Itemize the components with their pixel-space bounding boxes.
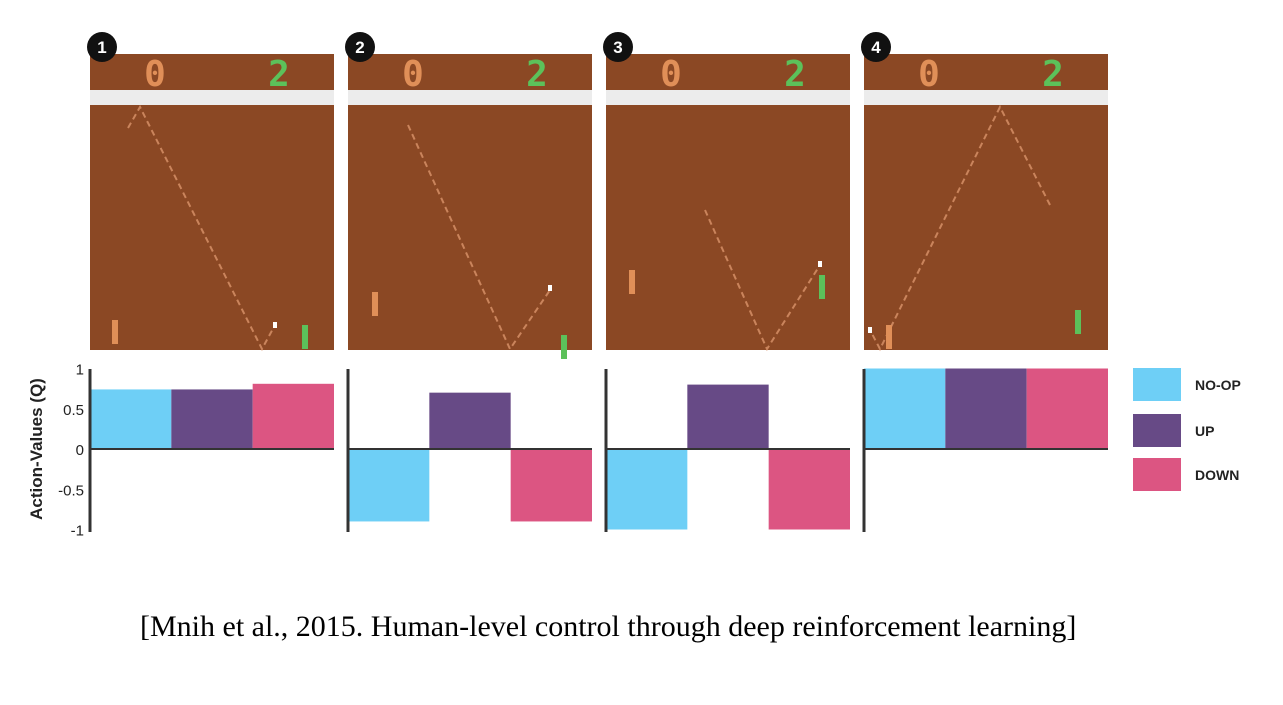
score-bar <box>606 54 850 90</box>
bar-no-op <box>348 449 430 522</box>
y-axis: Action-Values (Q) 1 0.5 0 -0.5 -1 <box>27 362 84 540</box>
bar-up <box>687 384 769 449</box>
left-paddle <box>886 325 892 349</box>
playfield <box>348 105 592 350</box>
ball-trajectory <box>704 209 821 352</box>
frame-number: 4 <box>871 38 881 57</box>
bar-no-op <box>606 449 688 530</box>
top-wall <box>348 90 592 105</box>
ball-trajectory <box>127 104 276 352</box>
y-tick-label: -1 <box>71 523 84 540</box>
y-tick-label: 1 <box>76 362 84 379</box>
ball <box>273 322 277 328</box>
bar-no-op <box>90 389 172 449</box>
frame-number-badge <box>861 32 891 62</box>
game-frames: 0 2 1 0 2 2 0 2 3 0 2 4 <box>87 32 1108 359</box>
frame-number-badge <box>87 32 117 62</box>
legend: NO-OP UP DOWN <box>1133 368 1241 491</box>
bar-up <box>429 392 511 449</box>
frame-number: 2 <box>355 38 364 57</box>
game-frame-4: 0 2 4 <box>861 32 1108 352</box>
score-bar <box>90 54 334 90</box>
left-paddle <box>372 292 378 316</box>
right-paddle <box>302 325 308 349</box>
frame-number-badge <box>603 32 633 62</box>
left-score: 0 <box>918 54 940 95</box>
frame-number: 3 <box>613 38 622 57</box>
left-score: 0 <box>144 54 166 95</box>
legend-label-up: UP <box>1195 423 1214 439</box>
left-score: 0 <box>402 54 424 95</box>
bar-down <box>510 449 592 522</box>
bar-down <box>252 383 334 449</box>
legend-swatch-down <box>1133 458 1181 491</box>
ball <box>548 285 552 291</box>
right-score: 2 <box>526 54 548 95</box>
bar-no-op <box>864 368 946 449</box>
ball <box>868 327 872 333</box>
frame-number-badge <box>345 32 375 62</box>
y-tick-label: 0.5 <box>63 402 84 419</box>
bar-down <box>1026 368 1108 449</box>
right-score: 2 <box>1042 54 1064 95</box>
right-paddle <box>1075 310 1081 334</box>
chart-panel-1 <box>88 369 334 532</box>
game-frame-2: 0 2 2 <box>345 32 592 359</box>
game-frame-1: 0 2 1 <box>87 32 334 352</box>
chart-panel-2 <box>346 369 592 532</box>
legend-label-down: DOWN <box>1195 467 1239 483</box>
score-bar <box>348 54 592 90</box>
citation: [Mnih et al., 2015. Human-level control … <box>140 610 1077 643</box>
right-score: 2 <box>268 54 290 95</box>
playfield <box>90 105 334 350</box>
y-tick-label: 0 <box>76 442 84 459</box>
bar-up <box>945 368 1027 449</box>
left-paddle <box>629 270 635 294</box>
left-paddle <box>112 320 118 344</box>
frame-number: 1 <box>97 38 106 57</box>
legend-label-no-op: NO-OP <box>1195 377 1241 393</box>
ball-trajectory <box>869 104 1051 352</box>
score-bar <box>864 54 1108 90</box>
top-wall <box>90 90 334 105</box>
q-value-charts <box>88 368 1108 532</box>
right-paddle <box>561 335 567 359</box>
ball <box>818 261 822 267</box>
game-frame-3: 0 2 3 <box>603 32 850 352</box>
playfield <box>864 105 1108 350</box>
ball-trajectory <box>407 124 551 352</box>
chart-panel-4 <box>862 368 1108 532</box>
top-wall <box>864 90 1108 105</box>
left-score: 0 <box>660 54 682 95</box>
bar-down <box>768 449 850 530</box>
y-axis-label: Action-Values (Q) <box>27 378 46 520</box>
playfield <box>606 105 850 350</box>
chart-panel-3 <box>604 369 850 532</box>
legend-swatch-up <box>1133 414 1181 447</box>
top-wall <box>606 90 850 105</box>
right-score: 2 <box>784 54 806 95</box>
y-tick-label: -0.5 <box>58 482 84 499</box>
bar-up <box>171 389 253 449</box>
right-paddle <box>819 275 825 299</box>
legend-swatch-no-op <box>1133 368 1181 401</box>
